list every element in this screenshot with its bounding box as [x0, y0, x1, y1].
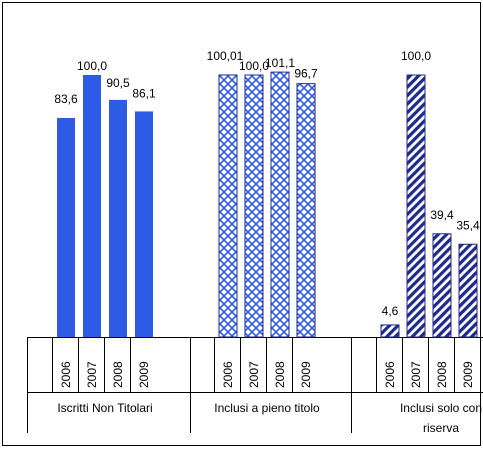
value-label: 100,0	[77, 59, 107, 73]
bar	[219, 75, 237, 337]
group-label: riserva	[423, 421, 459, 435]
year-tick-label: 2006	[59, 361, 73, 388]
value-label: 86,1	[132, 86, 156, 100]
bar	[57, 118, 75, 337]
bar	[83, 75, 101, 337]
bar	[433, 234, 451, 337]
year-tick-label: 2007	[85, 361, 99, 388]
value-label: 39,4	[430, 208, 454, 222]
year-tick-label: 2009	[461, 361, 475, 388]
value-label: 90,5	[106, 76, 130, 90]
group-label: Iscritti Non Titolari	[57, 401, 152, 415]
bar	[135, 111, 153, 337]
year-tick-label: 2009	[299, 361, 313, 388]
group-label: Inclusi solo con	[400, 401, 482, 415]
year-tick-label: 2009	[137, 361, 151, 388]
bar	[407, 75, 425, 337]
value-label: 83,6	[54, 92, 78, 106]
year-tick-label: 2008	[273, 361, 287, 388]
bar	[381, 325, 399, 337]
year-tick-label: 2008	[111, 361, 125, 388]
value-label: 96,7	[294, 67, 318, 81]
year-tick-label: 2007	[409, 361, 423, 388]
value-label: 101,1	[265, 56, 295, 70]
year-tick-label: 2006	[383, 361, 397, 388]
bar	[459, 244, 477, 337]
bar	[271, 72, 289, 337]
bar	[245, 75, 263, 337]
bar	[109, 100, 127, 337]
bars	[57, 72, 477, 337]
year-tick-label: 2008	[435, 361, 449, 388]
group-label: Inclusi a pieno titolo	[214, 401, 320, 415]
value-label: 100,0	[401, 49, 431, 63]
year-tick-label: 2007	[247, 361, 261, 388]
value-label: 35,4	[456, 218, 480, 232]
year-tick-label: 2006	[221, 361, 235, 388]
value-label: 4,6	[382, 304, 399, 318]
category-axis: 2006 2007 2008 2009 Iscritti Non Titolari 200…	[27, 337, 483, 435]
bar	[297, 84, 315, 337]
